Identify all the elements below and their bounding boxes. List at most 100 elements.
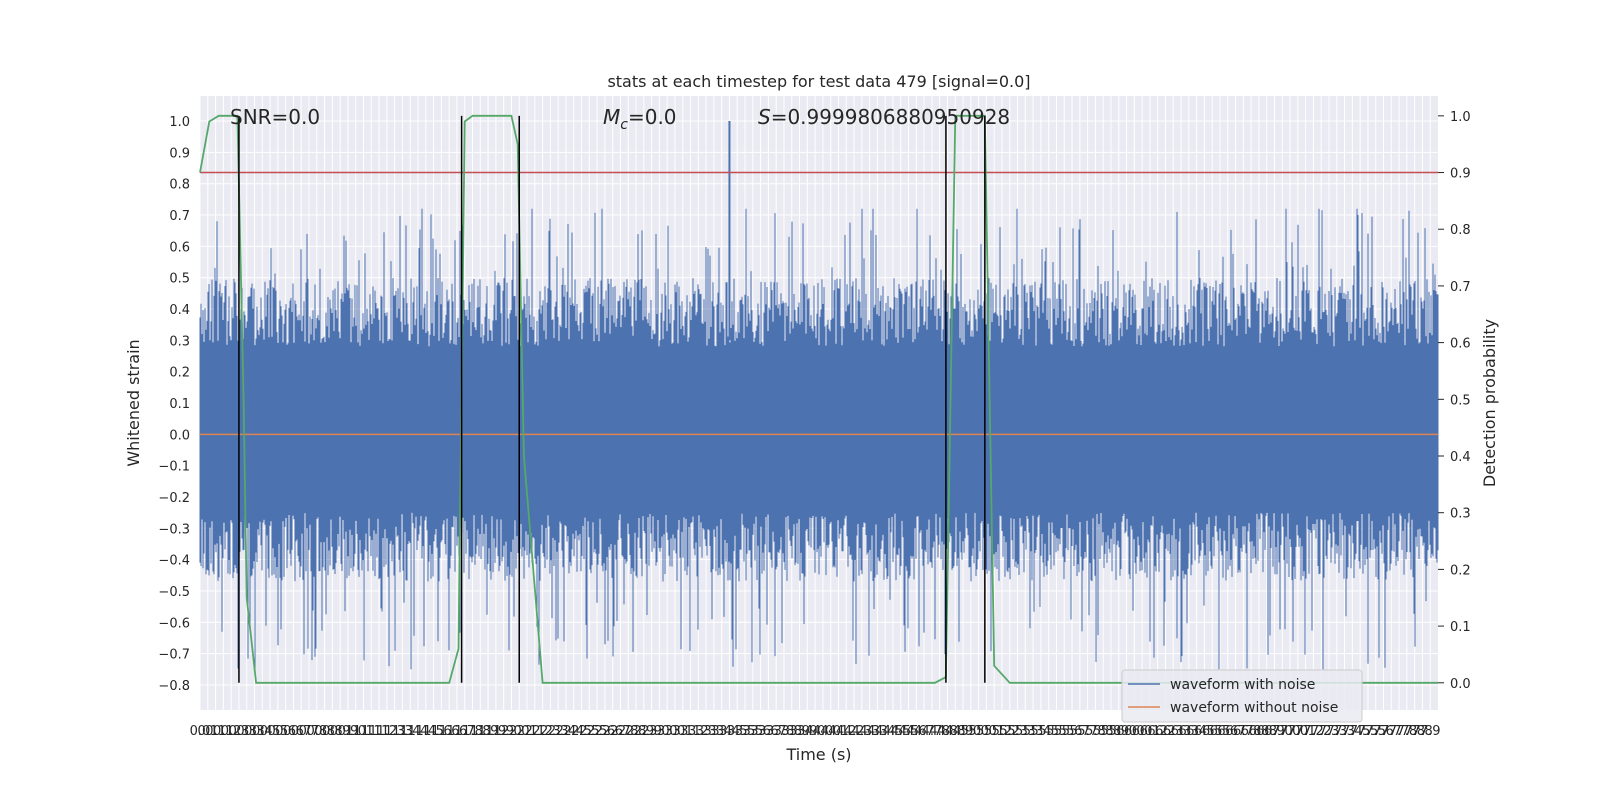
x-tick-label: 1.5: [423, 724, 444, 739]
y-tick-labels: −0.8 −0.7 −0.6 −0.5 −0.4 −0.3 −0.2 −0.1 0.0 0.1 0.…: [158, 115, 190, 694]
y-tick-label: 0.7: [169, 209, 190, 224]
x-tick-label: 2.2: [532, 724, 553, 739]
x-tick-label: 5.8: [1093, 724, 1114, 739]
x-tick-label: 4.2: [836, 724, 857, 739]
x-tick-label: 2.9: [641, 724, 662, 739]
x-tick-label: 6.8: [1256, 724, 1277, 739]
y-axis-label: Whitened strain: [124, 339, 143, 466]
x-tick-label: 6.5: [1194, 724, 1215, 739]
x-tick-label: 7.8: [1412, 724, 1433, 739]
y-right-tick-label: 1.0: [1450, 110, 1471, 125]
x-tick-label: 3.3: [704, 724, 725, 739]
x-tick-label: 5.0: [976, 724, 997, 739]
y-right-tick-label: 0.2: [1450, 563, 1471, 578]
mc-annotation: Mc=0.0: [603, 105, 677, 133]
x-tick-label: 3.7: [766, 724, 787, 739]
y-right-tick-label: 0.5: [1450, 393, 1471, 408]
x-tick-label: 4.4: [875, 724, 896, 739]
x-tick-label: 5.3: [1007, 724, 1028, 739]
x-tick-label: 1.2: [377, 724, 398, 739]
y-tick-label: 1.0: [169, 115, 190, 130]
x-tick-label: 6.4: [1186, 724, 1207, 739]
x-tick-label: 2.3: [540, 724, 561, 739]
x-tick-label: 6.3: [1171, 724, 1192, 739]
x-tick-label: 2.1: [517, 724, 538, 739]
x-tick-label: 4.3: [851, 724, 872, 739]
x-tick-label: 7.3: [1326, 724, 1347, 739]
x-tick-label: 1.4: [415, 724, 436, 739]
x-tick-label: 1.6: [447, 724, 468, 739]
x-tick-label: 0.8: [306, 724, 327, 739]
x-tick-label: 7.3: [1334, 724, 1355, 739]
x-tick-label: 0.7: [299, 724, 320, 739]
x-tick-label: 1.6: [439, 724, 460, 739]
y-right-tick-label: 0.9: [1450, 167, 1471, 182]
x-tick-label: 5.0: [968, 724, 989, 739]
x-tick-label: 4.8: [929, 724, 950, 739]
x-tick-label: 3.8: [781, 724, 802, 739]
x-tick-label: 2.4: [563, 724, 584, 739]
mc-symbol: M: [603, 105, 620, 129]
x-tick-label: 0.9: [338, 724, 359, 739]
x-tick-label: 3.0: [649, 724, 670, 739]
x-tick-label: 1.8: [462, 724, 483, 739]
x-tick-label: 3.5: [727, 724, 748, 739]
x-tick-labels: 0.00.10.10.10.20.30.30.30.40.50.50.60.60…: [190, 724, 1441, 739]
y-tick-label: 0.3: [169, 334, 190, 349]
y-tick-label: −0.8: [158, 679, 190, 694]
x-tick-label: 3.3: [696, 724, 717, 739]
y-tick-label: −0.3: [158, 522, 190, 537]
x-tick-label: 5.5: [1046, 724, 1067, 739]
x-tick-label: 0.3: [229, 724, 250, 739]
x-tick-label: 4.7: [914, 724, 935, 739]
x-tick-label: 0.9: [330, 724, 351, 739]
y-tick-label: −0.2: [158, 491, 190, 506]
x-tick-label: 5.3: [1015, 724, 1036, 739]
x-tick-label: 1.0: [345, 724, 366, 739]
x-tick-label: 7.9: [1420, 724, 1441, 739]
x-tick-label: 2.8: [618, 724, 639, 739]
x-tick-label: 1.1: [353, 724, 374, 739]
x-tick-label: 5.2: [999, 724, 1020, 739]
x-tick-label: 2.1: [524, 724, 545, 739]
x-tick-label: 2.3: [548, 724, 569, 739]
x-tick-label: 0.3: [236, 724, 257, 739]
legend-box: [1121, 669, 1363, 723]
x-tick-label: 6.8: [1241, 724, 1262, 739]
x-tick-label: 3.2: [688, 724, 709, 739]
x-tick-label: 0.0: [190, 724, 211, 739]
x-tick-label: 1.4: [408, 724, 429, 739]
x-tick-label: 3.6: [750, 724, 771, 739]
x-tick-label: 3.6: [758, 724, 779, 739]
x-tick-label: 6.2: [1147, 724, 1168, 739]
x-tick-label: 6.5: [1202, 724, 1223, 739]
x-tick-label: 6.9: [1264, 724, 1285, 739]
y-tick-label: 0.6: [169, 240, 190, 255]
x-tick-label: 3.0: [665, 724, 686, 739]
x-tick-label: 0.5: [268, 724, 289, 739]
x-tick-label: 7.7: [1381, 724, 1402, 739]
x-tick-label: 3.9: [789, 724, 810, 739]
x-tick-label: 6.0: [1116, 724, 1137, 739]
x-tick-label: 3.1: [680, 724, 701, 739]
x-tick-label: 7.2: [1303, 724, 1324, 739]
x-tick-label: 4.8: [945, 724, 966, 739]
x-tick-label: 3.5: [742, 724, 763, 739]
s-annotation: S=0.9999806880950928: [758, 105, 1010, 129]
x-tick-label: 6.0: [1132, 724, 1153, 739]
x-tick-label: 3.4: [711, 724, 732, 739]
x-tick-label: 6.2: [1155, 724, 1176, 739]
x-tick-label: 1.9: [493, 724, 514, 739]
x-tick-label: 2.5: [579, 724, 600, 739]
x-tick-label: 4.8: [937, 724, 958, 739]
y-right-tick-label: 0.7: [1450, 280, 1471, 295]
x-tick-label: 5.3: [1023, 724, 1044, 739]
x-tick-label: 2.0: [501, 724, 522, 739]
y-tick-label: −0.5: [158, 585, 190, 600]
x-tick-label: 3.9: [797, 724, 818, 739]
x-tick-label: 0.1: [213, 724, 234, 739]
legend-label-clean: waveform without noise: [1170, 700, 1338, 716]
x-tick-label: 4.3: [859, 724, 880, 739]
x-tick-label: 6.3: [1163, 724, 1184, 739]
